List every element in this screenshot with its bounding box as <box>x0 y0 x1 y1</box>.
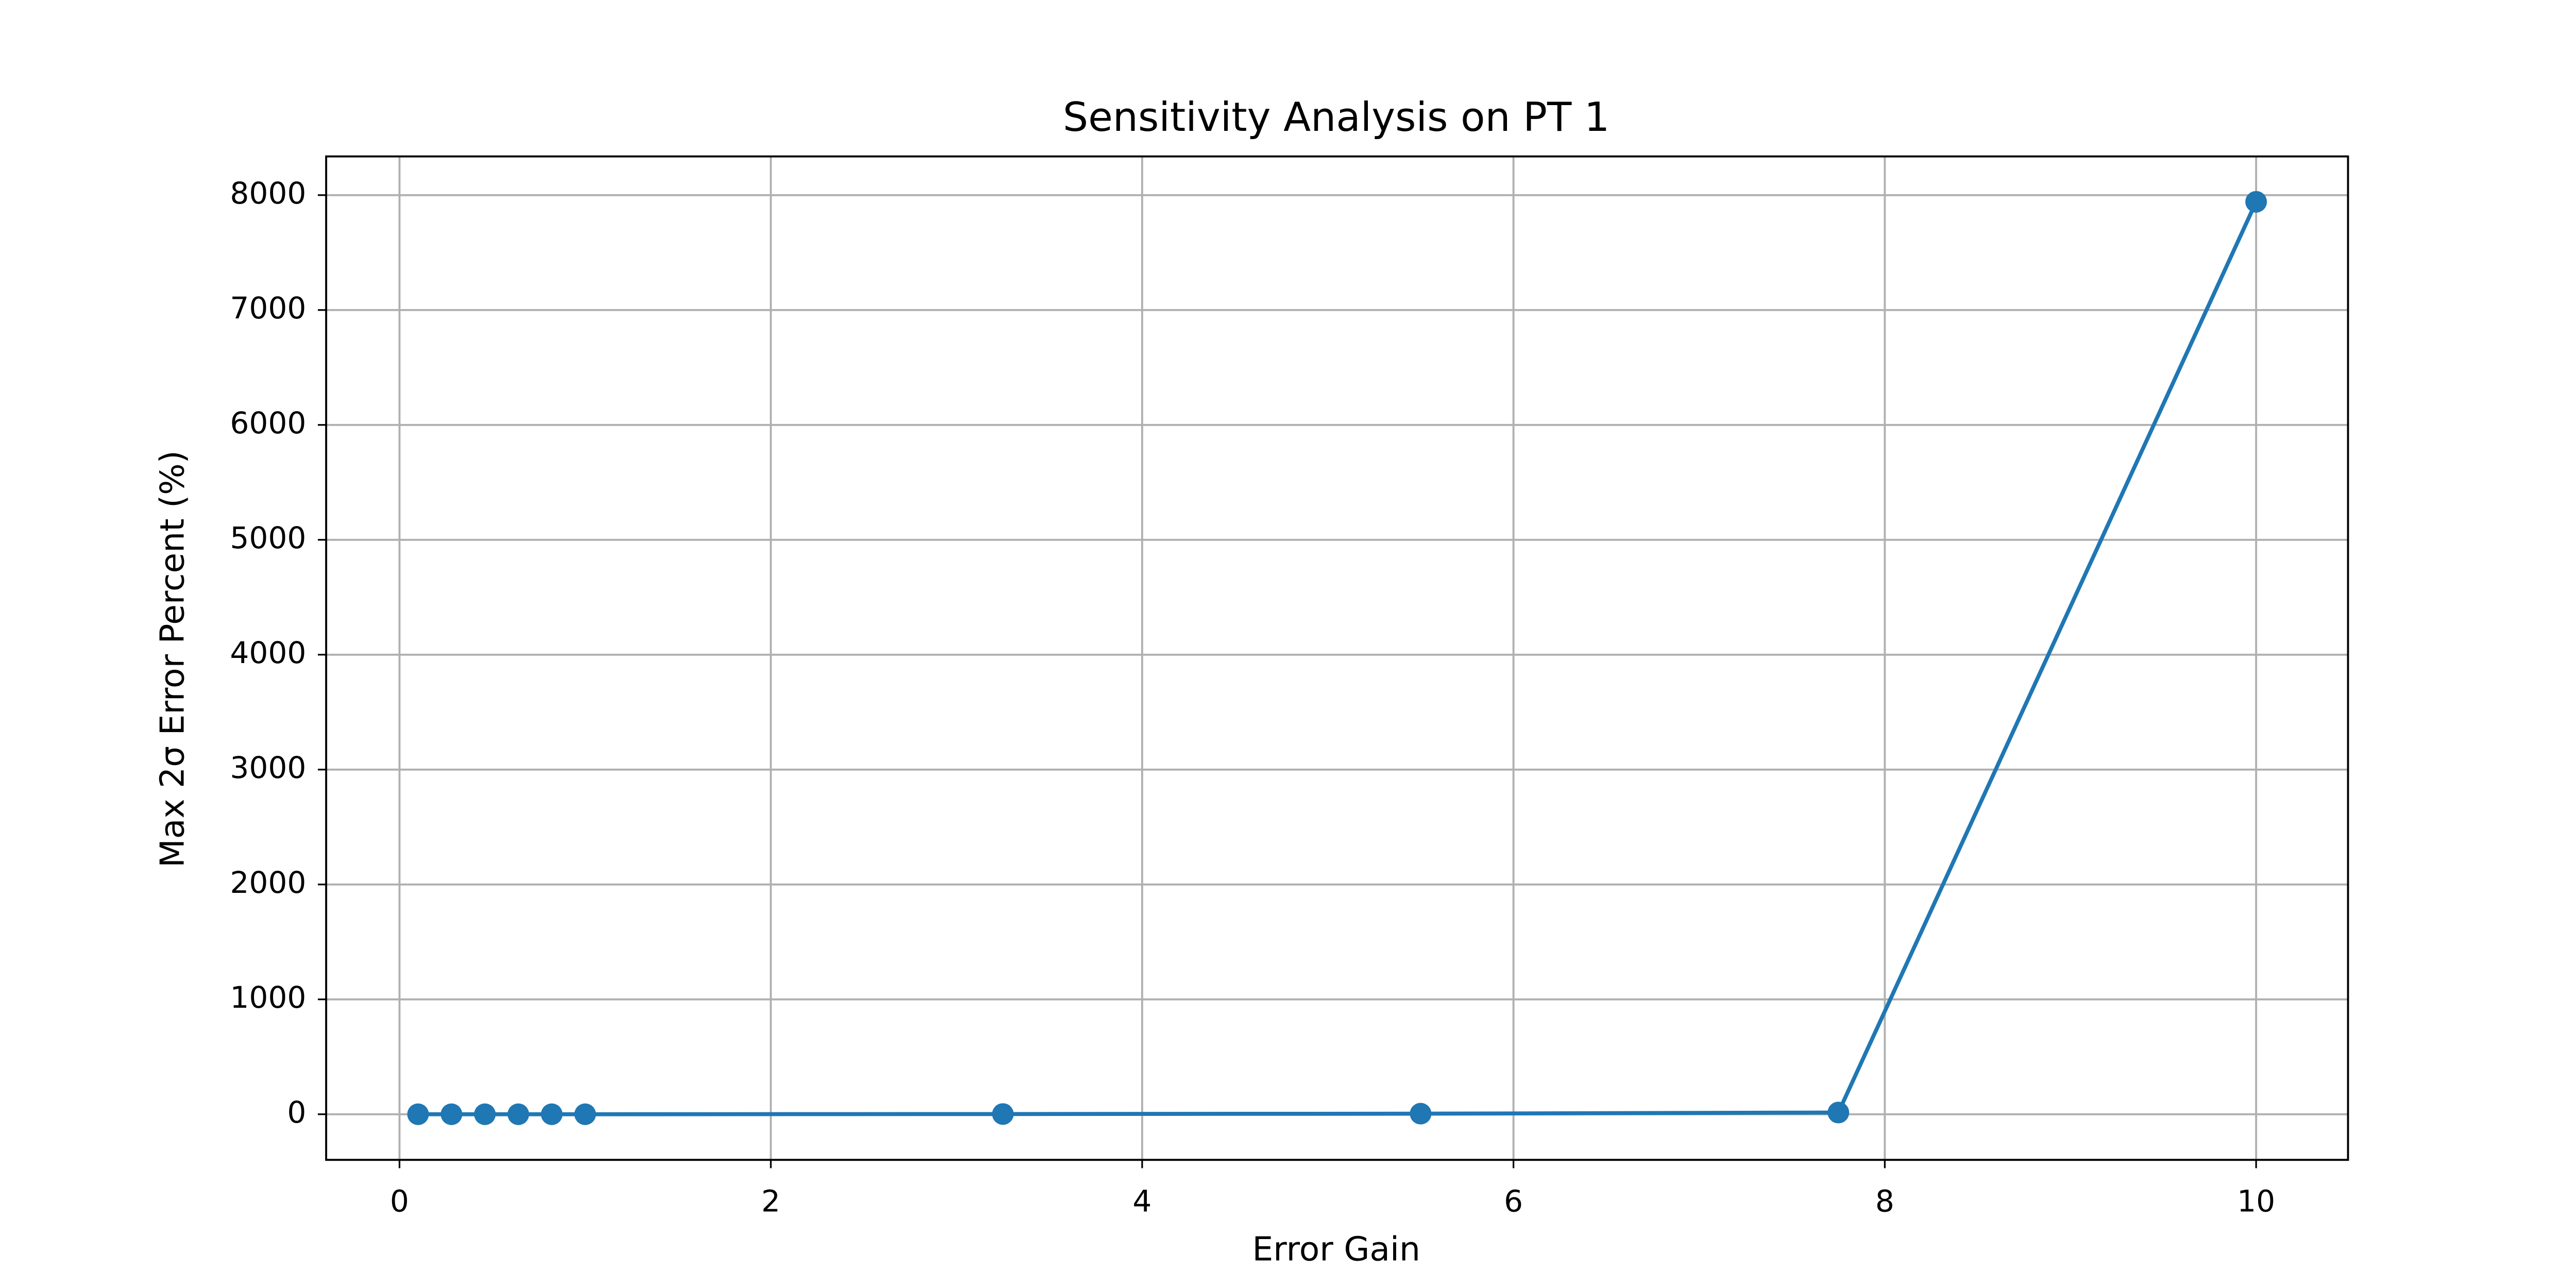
y-tick-label: 3000 <box>230 750 306 785</box>
x-tick-label: 6 <box>1504 1183 1523 1218</box>
y-tick-label: 5000 <box>230 520 306 555</box>
data-point <box>407 1103 429 1125</box>
x-axis-label: Error Gain <box>1252 1230 1420 1269</box>
data-point <box>1827 1101 1850 1124</box>
data-point <box>540 1103 563 1125</box>
y-axis-label: Max 2σ Error Percent (%) <box>154 450 192 868</box>
x-tick-label: 4 <box>1132 1183 1151 1218</box>
data-line <box>418 201 2258 1116</box>
y-tick-label: 7000 <box>230 291 306 326</box>
chart-title: Sensitivity Analysis on PT 1 <box>1063 94 1609 141</box>
data-point <box>992 1103 1014 1125</box>
y-tick-label: 8000 <box>230 176 306 211</box>
data-point <box>574 1103 596 1125</box>
data-point <box>507 1103 530 1125</box>
x-tick-label: 0 <box>390 1183 409 1218</box>
data-point <box>1410 1103 1432 1125</box>
data-point <box>440 1103 463 1125</box>
plot-frame <box>325 155 2349 1161</box>
x-tick-label: 10 <box>2237 1183 2275 1218</box>
x-tick-label: 2 <box>761 1183 781 1218</box>
y-tick-label: 0 <box>287 1095 306 1130</box>
y-tick-label: 1000 <box>230 980 306 1015</box>
data-point <box>2245 191 2267 213</box>
y-tick-label: 6000 <box>230 405 306 440</box>
y-tick-label: 4000 <box>230 635 306 670</box>
data-point <box>474 1103 496 1125</box>
y-tick-label: 2000 <box>230 865 306 900</box>
x-tick-label: 8 <box>1875 1183 1894 1218</box>
